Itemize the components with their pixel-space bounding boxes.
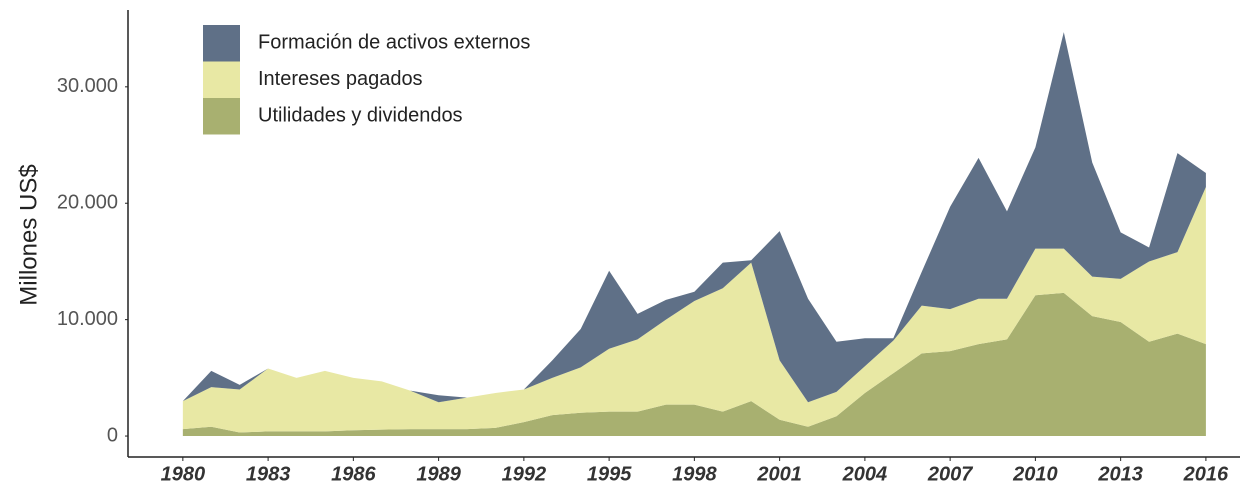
area — [182, 186, 1206, 433]
x-tick-label: 1983 — [246, 463, 291, 485]
x-tick-label: 2013 — [1097, 463, 1143, 485]
legend-label: Intereses pagados — [258, 68, 423, 90]
x-tick-label: 1980 — [161, 463, 206, 485]
y-tick-label: 10.000 — [57, 308, 118, 330]
area — [182, 32, 1206, 403]
legend-swatch — [203, 25, 240, 62]
x-tick-label: 1992 — [502, 463, 547, 485]
legend-swatch — [203, 98, 240, 135]
x-tick-label: 2010 — [1012, 463, 1058, 485]
y-tick-label: 30.000 — [57, 75, 118, 97]
x-tick-label: 1989 — [416, 463, 461, 485]
x-tick-label: 2001 — [756, 463, 802, 485]
x-tick-label: 2007 — [927, 463, 973, 485]
x-tick-label: 1986 — [331, 463, 376, 485]
area — [182, 292, 1206, 437]
legend-label: Utilidades y dividendos — [258, 104, 463, 126]
x-tick-label: 2016 — [1183, 463, 1229, 485]
legend-swatch — [203, 61, 240, 98]
y-tick-label: 0 — [107, 424, 118, 446]
legend-label: Formación de activos externos — [258, 31, 530, 53]
y-axis-label: Millones US$ — [15, 164, 42, 305]
x-tick-label: 1995 — [587, 463, 632, 485]
y-tick-label: 20.000 — [57, 192, 118, 214]
x-tick-label: 1998 — [672, 463, 717, 485]
x-tick-label: 2004 — [842, 463, 888, 485]
